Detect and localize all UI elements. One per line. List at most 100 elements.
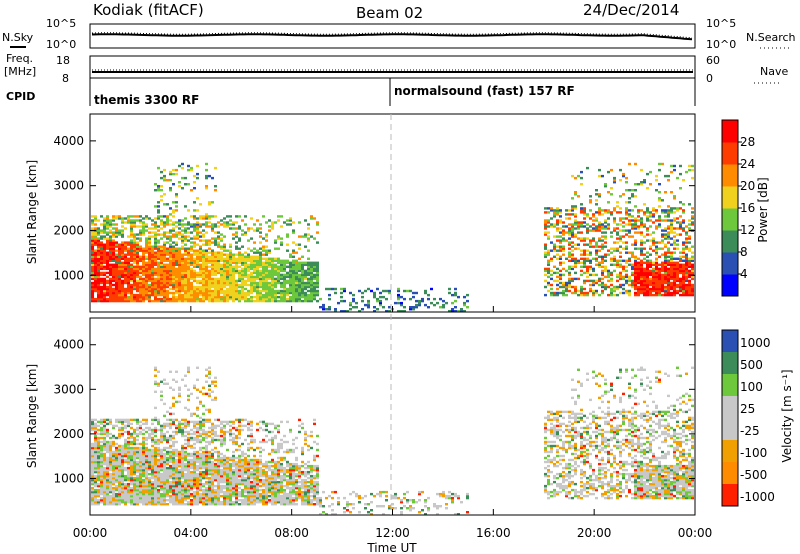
data-cell: [190, 241, 193, 244]
data-cell: [637, 285, 640, 289]
data-cell: [151, 231, 154, 234]
data-cell: [106, 486, 109, 490]
data-cell: [607, 253, 610, 256]
data-cell: [106, 480, 109, 484]
data-cell: [118, 418, 121, 422]
data-cell: [685, 241, 688, 244]
data-cell: [358, 289, 361, 293]
data-cell: [226, 283, 229, 287]
data-cell: [232, 269, 235, 273]
data-cell: [622, 269, 625, 273]
data-cell: [97, 263, 100, 266]
data-cell: [142, 484, 145, 488]
data-cell: [397, 295, 400, 299]
data-cell: [688, 249, 691, 252]
data-cell: [658, 199, 661, 202]
data-cell: [175, 201, 178, 204]
freq-panel-frame: [89, 55, 696, 79]
data-cell: [154, 450, 157, 454]
data-cell: [301, 275, 304, 279]
data-cell: [364, 303, 367, 307]
data-cell: [652, 249, 655, 252]
data-cell: [289, 271, 292, 275]
data-cell: [184, 289, 187, 293]
data-cell: [172, 209, 175, 212]
data-cell: [259, 253, 262, 256]
data-cell: [166, 452, 169, 456]
data-cell: [109, 499, 112, 502]
data-cell: [142, 221, 145, 224]
data-cell: [163, 279, 166, 283]
data-cell: [112, 231, 115, 234]
data-cell: [325, 308, 328, 311]
data-cell: [286, 223, 289, 226]
data-cell: [619, 277, 622, 281]
data-cell: [172, 418, 175, 422]
beam-title: Beam 02: [356, 4, 423, 22]
data-cell: [175, 273, 178, 277]
data-cell: [634, 247, 637, 250]
data-cell: [109, 432, 112, 436]
data-cell: [649, 261, 652, 264]
data-cell: [256, 289, 259, 293]
data-cell: [91, 291, 94, 295]
data-cell: [223, 257, 226, 260]
data-cell: [655, 263, 658, 266]
data-cell: [184, 450, 187, 454]
data-cell: [181, 466, 184, 470]
data-cell: [640, 269, 643, 273]
data-cell: [148, 472, 151, 476]
data-cell: [232, 221, 235, 224]
data-cell: [253, 229, 256, 232]
data-cell: [118, 486, 121, 490]
data-cell: [100, 490, 103, 494]
data-cell: [679, 187, 682, 190]
data-cell: [661, 293, 664, 297]
data-cell: [199, 257, 202, 260]
data-cell: [271, 277, 274, 281]
data-cell: [163, 203, 166, 206]
data-cell: [97, 503, 100, 506]
data-cell: [289, 217, 292, 220]
data-cell: [181, 494, 184, 498]
data-cell: [691, 291, 694, 295]
data-cell: [196, 273, 199, 277]
data-cell: [223, 265, 226, 268]
data-cell: [103, 488, 106, 492]
data-cell: [124, 446, 127, 450]
data-cell: [118, 490, 121, 494]
data-cell: [208, 221, 211, 224]
data-cell: [91, 215, 94, 218]
data-cell: [283, 287, 286, 291]
data-cell: [190, 249, 193, 252]
data-cell: [241, 289, 244, 293]
data-cell: [598, 193, 601, 196]
data-cell: [661, 289, 664, 293]
data-cell: [649, 213, 652, 216]
data-cell: [205, 265, 208, 268]
data-cell: [145, 490, 148, 494]
data-cell: [160, 283, 163, 287]
data-cell: [109, 285, 112, 289]
data-cell: [670, 227, 673, 230]
data-cell: [112, 482, 115, 486]
data-cell: [172, 420, 175, 424]
data-cell: [199, 273, 202, 277]
data-cell: [685, 279, 688, 283]
data-cell: [148, 231, 151, 234]
data-cell: [160, 170, 163, 174]
data-cell: [181, 496, 184, 500]
data-cell: [133, 299, 136, 303]
data-cell: [169, 239, 172, 242]
data-cell: [559, 227, 562, 230]
data-cell: [637, 279, 640, 283]
data-cell: [130, 287, 133, 291]
data-cell: [199, 271, 202, 275]
data-cell: [178, 420, 181, 424]
data-cell: [100, 281, 103, 285]
data-cell: [277, 261, 280, 264]
data-cell: [400, 295, 403, 299]
data-cell: [148, 503, 151, 506]
data-cell: [172, 245, 175, 248]
data-cell: [208, 281, 211, 285]
